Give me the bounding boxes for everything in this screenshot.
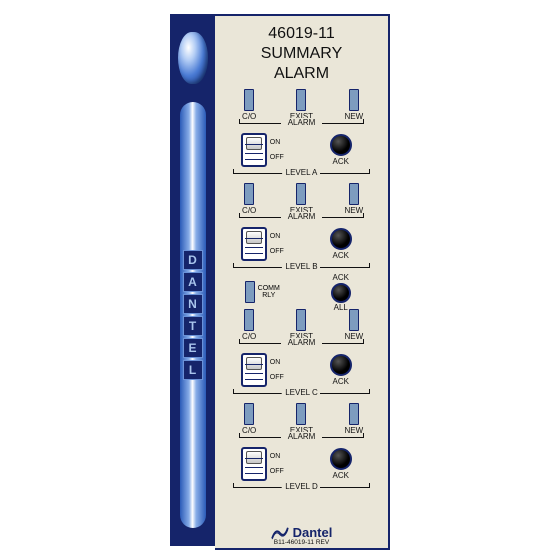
switch-labels: ON OFF: [270, 135, 284, 165]
title-line-1: SUMMARY: [215, 44, 388, 64]
co-led-icon: [244, 183, 254, 205]
switch-labels: ON OFF: [270, 355, 284, 385]
brand-letter: A: [183, 272, 203, 292]
ack-label: ACK: [333, 377, 349, 386]
alarm-group-label: ALARM: [285, 118, 319, 127]
brand-letter: T: [183, 316, 203, 336]
alarm-led-row: C/O EXIST NEW: [223, 404, 380, 434]
level-b-label: LEVEL B: [281, 262, 321, 271]
off-label: OFF: [270, 154, 284, 161]
alarm-group-label: ALARM: [285, 432, 319, 441]
brand-letter: L: [183, 360, 203, 380]
on-label: ON: [270, 139, 284, 146]
ack-label: ACK: [333, 251, 349, 260]
comm-label: COMM RLY: [258, 285, 280, 299]
panel-footer: Dantel B11-46019-11 REV: [215, 525, 388, 546]
on-label: ON: [270, 359, 284, 366]
on-off-switch[interactable]: [241, 227, 267, 261]
ack-all-button[interactable]: [331, 283, 351, 303]
panel-header: 46019-11 SUMMARY ALARM: [215, 16, 388, 88]
level-c-label: LEVEL C: [281, 388, 322, 397]
ack-label: ACK: [333, 471, 349, 480]
level-a-label: LEVEL A: [282, 168, 322, 177]
comm-led-icon: [245, 281, 255, 303]
ack-label: ACK: [333, 157, 349, 166]
revision-text: B11-46019-11 REV: [215, 539, 388, 546]
level-d-section: C/O EXIST NEW ALARM ON: [215, 402, 388, 496]
level-divider: LEVEL A: [223, 168, 380, 182]
co-led-icon: [244, 89, 254, 111]
co-led-icon: [244, 309, 254, 331]
alarm-group-bracket: ALARM: [223, 338, 380, 352]
side-rail: D A N T E L: [170, 14, 215, 546]
level-divider: LEVEL B: [223, 262, 380, 276]
exist-led-icon: [296, 403, 306, 425]
faceplate: 46019-11 SUMMARY ALARM C/O EXIST NEW ALA…: [215, 14, 390, 550]
switch-ack-row: ON OFF ACK: [223, 352, 380, 388]
ack-button[interactable]: [330, 228, 352, 250]
alarm-led-row: C/O EXIST NEW: [223, 310, 380, 340]
alarm-group-bracket: ALARM: [223, 212, 380, 226]
on-label: ON: [270, 453, 284, 460]
brand-name: Dantel: [293, 525, 333, 540]
model-number: 46019-11: [215, 24, 388, 44]
switch-labels: ON OFF: [270, 229, 284, 259]
new-led-icon: [349, 309, 359, 331]
alarm-led-row: C/O EXIST NEW: [223, 90, 380, 120]
brand-letter: D: [183, 250, 203, 270]
dantel-logo-icon: [271, 526, 289, 540]
brand-letter: N: [183, 294, 203, 314]
level-a-section: C/O EXIST NEW ALARM ON: [215, 88, 388, 182]
alarm-group-label: ALARM: [285, 338, 319, 347]
switch-ack-row: ON OFF ACK: [223, 226, 380, 262]
comm-ack-all-row: COMM RLY ACK ALL: [215, 276, 388, 308]
new-led-icon: [349, 403, 359, 425]
switch-labels: ON OFF: [270, 449, 284, 479]
level-divider: LEVEL C: [223, 388, 380, 402]
exist-led-icon: [296, 183, 306, 205]
alarm-group-bracket: ALARM: [223, 118, 380, 132]
ack-button[interactable]: [330, 354, 352, 376]
on-label: ON: [270, 233, 284, 240]
off-label: OFF: [270, 374, 284, 381]
exist-led-icon: [296, 89, 306, 111]
alarm-led-row: C/O EXIST NEW: [223, 184, 380, 214]
brand-letter: E: [183, 338, 203, 358]
level-b-section: C/O EXIST NEW ALARM ON: [215, 182, 388, 276]
alarm-group-bracket: ALARM: [223, 432, 380, 446]
level-d-label: LEVEL D: [281, 482, 322, 491]
switch-ack-row: ON OFF ACK: [223, 132, 380, 168]
on-off-switch[interactable]: [241, 133, 267, 167]
on-off-switch[interactable]: [241, 447, 267, 481]
co-led-icon: [244, 403, 254, 425]
alarm-panel: D A N T E L 46019-11 SUMMARY ALARM C/O E…: [170, 14, 390, 546]
alarm-group-label: ALARM: [285, 212, 319, 221]
ack-button[interactable]: [330, 448, 352, 470]
switch-ack-row: ON OFF ACK: [223, 446, 380, 482]
rail-bar: D A N T E L: [180, 102, 206, 528]
rail-gem-icon: [178, 32, 208, 84]
new-led-icon: [349, 89, 359, 111]
ack-button[interactable]: [330, 134, 352, 156]
level-c-section: C/O EXIST NEW ALARM ON: [215, 308, 388, 402]
off-label: OFF: [270, 248, 284, 255]
new-led-icon: [349, 183, 359, 205]
title-line-2: ALARM: [215, 64, 388, 84]
on-off-switch[interactable]: [241, 353, 267, 387]
exist-led-icon: [296, 309, 306, 331]
level-divider: LEVEL D: [223, 482, 380, 496]
off-label: OFF: [270, 468, 284, 475]
